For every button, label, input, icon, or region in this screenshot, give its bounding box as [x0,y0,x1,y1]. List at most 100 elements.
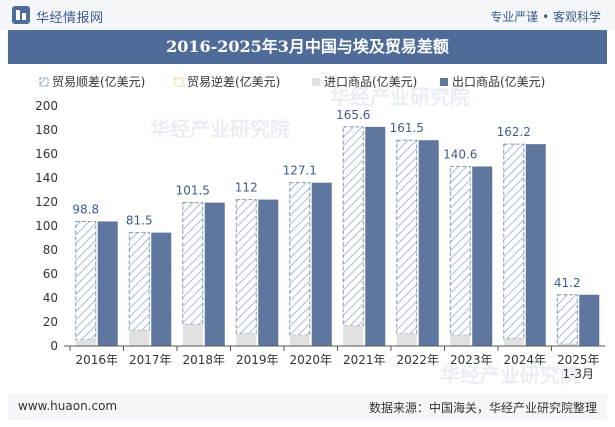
surplus-bar [503,143,525,340]
x-tick-label: 2024年 [503,353,546,367]
export-bar [151,232,172,346]
bars-layer: 98.8 81.5 101.5 112 127.1 165.6 161.5 140.6 162.… [72,108,600,346]
y-axis: 0 20 40 60 80 100 120 140 160 180 200 [35,99,58,353]
x-tick-label: 2023年 [450,353,493,367]
export-bar [97,221,118,346]
watermark-text: 华经产业研究院 [440,363,580,387]
export-bar [525,144,546,346]
surplus-bar [182,202,204,325]
export-bar [204,202,225,346]
surplus-bar [556,294,578,345]
surplus-data-label: 98.8 [72,202,99,216]
x-tick-label: 2021年 [343,353,386,367]
export-bar [418,140,439,346]
y-tick-label: 80 [43,243,58,257]
category-group: 98.8 [72,202,118,346]
import-bar [557,344,578,346]
y-tick-label: 200 [35,99,58,113]
surplus-data-label: 81.5 [126,214,153,228]
category-group: 162.2 [497,125,546,346]
surplus-bar [235,199,257,335]
x-tick-label: 2017年 [129,353,172,367]
import-bar [343,325,364,346]
y-tick-label: 120 [35,195,58,209]
y-tick-label: 160 [35,147,58,161]
x-tick-label: 2020年 [289,353,332,367]
footer-source: 数据来源：中国海关，华经产业研究院整理 [368,401,597,415]
y-tick-label: 180 [35,123,58,137]
import-bar [289,335,310,346]
category-group: 127.1 [283,164,332,346]
category-group: 81.5 [126,214,172,346]
title-bar: 2016-2025年3月中国与埃及贸易差额 [8,30,607,64]
import-bar [396,334,417,346]
x-tick-label: 2025年 1-3月 [557,353,600,381]
category-group: 41.2 [554,276,600,346]
bar-chart: 贸易顺差(亿美元) 贸易逆差(亿美元) 进口商品(亿美元) 出口商品(亿美元) 华经产… [35,74,605,387]
x-tick-label: 2022年 [396,353,439,367]
surplus-data-label: 41.2 [554,276,581,290]
y-tick-label: 20 [43,315,58,329]
y-tick-label: 100 [35,219,58,233]
import-bar [450,335,471,346]
legend-label: 贸易逆差(亿美元) [187,74,280,89]
y-tick-label: 60 [43,267,58,281]
legend-label: 出口商品(亿美元) [452,74,545,89]
chart-legend: 贸易顺差(亿美元) 贸易逆差(亿美元) 进口商品(亿美元) 出口商品(亿美元) [39,74,545,89]
surplus-data-label: 140.6 [443,147,477,161]
legend-label: 贸易顺差(亿美元) [52,74,145,89]
category-group: 161.5 [390,121,439,346]
import-bar [75,340,96,346]
surplus-bar [342,126,364,327]
surplus-data-label: 161.5 [390,121,424,135]
import-bar [503,338,524,346]
surplus-bar [128,232,150,331]
chart-title: 2016-2025年3月中国与埃及贸易差额 [166,37,449,56]
surplus-data-label: 101.5 [176,184,210,198]
legend-swatch [39,77,49,87]
huajing-logo-icon [12,6,30,24]
category-group: 112 [235,181,279,346]
surplus-bar [75,220,97,341]
surplus-data-label: 112 [235,181,258,195]
category-group: 165.6 [336,108,386,346]
legend-item: 出口商品(亿美元) [440,74,545,89]
legend-item: 贸易顺差(亿美元) [39,74,145,89]
x-tick-label: 2019年 [236,353,279,367]
legend-item: 进口商品(亿美元) [312,74,417,89]
export-bar [365,126,386,346]
category-group: 101.5 [176,184,225,346]
export-bar [472,166,493,346]
legend-swatch [440,78,448,86]
x-tick-label: 2016年 [75,353,118,367]
surplus-bar [449,165,471,336]
surplus-bar [289,182,311,336]
category-group: 140.6 [443,147,493,346]
legend-swatch [174,77,184,87]
legend-label: 进口商品(亿美元) [324,74,417,89]
legend-swatch [312,78,320,86]
slogan: 专业严谨 • 客观科学 [490,10,601,24]
y-tick-label: 0 [50,339,58,353]
y-tick-label: 140 [35,171,58,185]
import-bar [182,324,203,346]
export-bar [579,294,600,346]
footer-url: www.huaon.com [18,399,118,413]
brand-name: 华经情报网 [36,11,104,26]
watermark-text: 华经产业研究院 [330,85,470,109]
y-tick-label: 40 [43,291,58,305]
surplus-data-label: 165.6 [336,108,370,122]
x-tick-label: 2018年 [182,353,225,367]
watermark-text: 华经产业研究院 [150,117,290,141]
top-bar: 华经情报网 专业严谨 • 客观科学 [0,0,615,30]
export-bar [258,199,279,346]
import-bar [129,330,150,346]
x-axis: 2016年 2017年 2018年 2019年 2020年 2021年 2022年 2023年… [64,345,605,381]
footer-bar: www.huaon.com 数据来源：中国海关，华经产业研究院整理 [8,394,607,420]
surplus-bar [396,139,418,335]
surplus-data-label: 162.2 [497,125,531,139]
import-bar [236,334,257,346]
surplus-data-label: 127.1 [283,164,317,178]
legend-item: 贸易逆差(亿美元) [174,74,280,89]
